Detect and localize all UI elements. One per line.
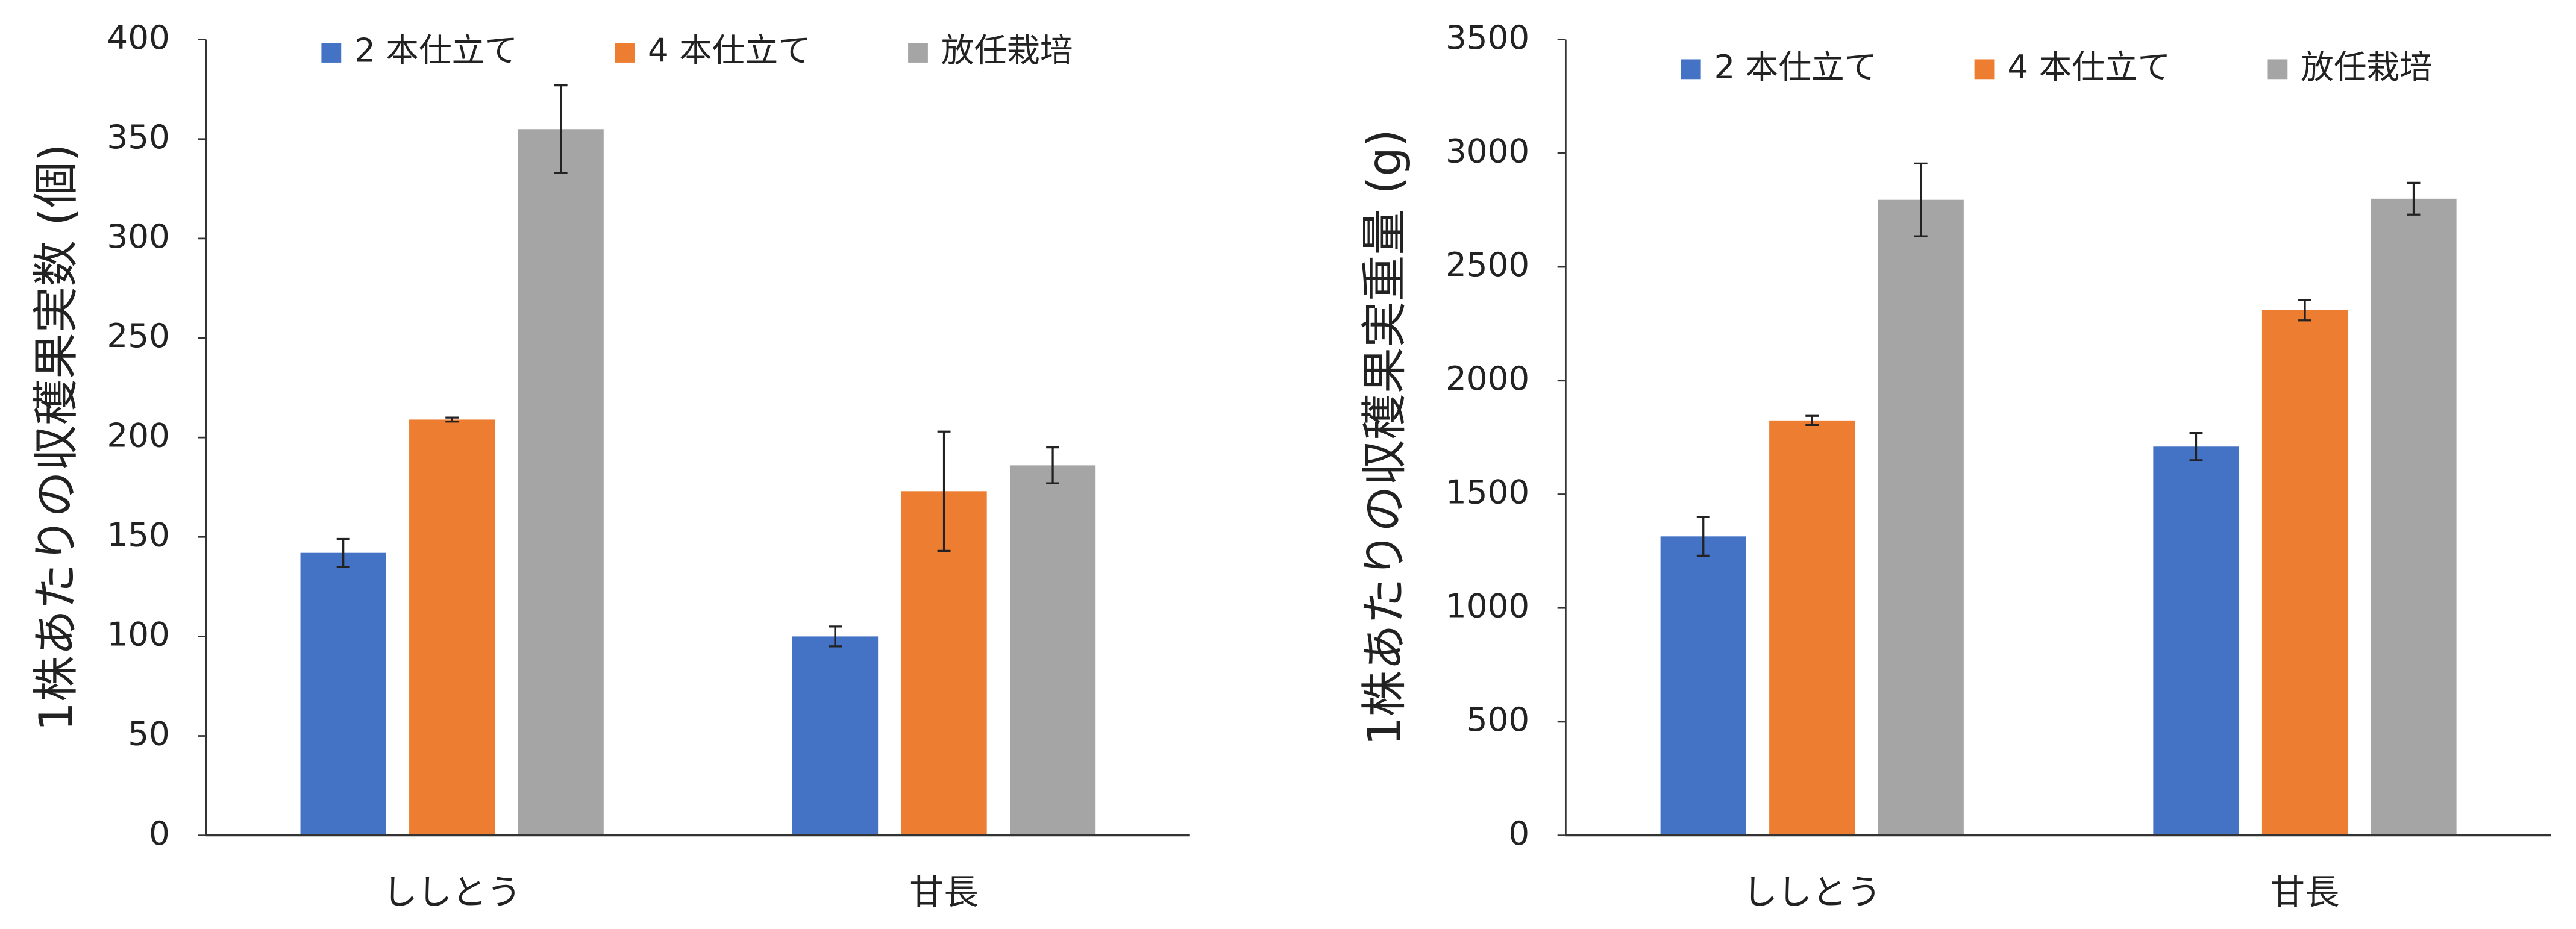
y-tick-label: 3000 xyxy=(1446,131,1529,170)
bar xyxy=(2371,198,2457,836)
chart: 1株あたりの収穫果実重量 (g) 0 500 1000 1500 2000 2500 3000… xyxy=(1358,18,2551,913)
error-bar xyxy=(2407,181,2421,216)
legend-swatch xyxy=(1681,59,1701,80)
x-tick-label: ししとう xyxy=(1743,872,1881,913)
y-axis-title: 1株あたりの収穫果実数 (個) xyxy=(30,144,84,731)
error-bar xyxy=(829,625,842,648)
legend-label: 2 本仕立て xyxy=(354,31,518,70)
y-tick-label: 500 xyxy=(1467,700,1529,739)
bar xyxy=(2153,446,2239,836)
bar xyxy=(300,552,386,836)
error-bar xyxy=(1696,516,1710,557)
bar xyxy=(2261,310,2348,836)
error-bar xyxy=(2298,299,2311,322)
y-tick-label: 0 xyxy=(149,814,170,852)
y-tick-label: 350 xyxy=(107,117,169,156)
legend-swatch xyxy=(908,43,928,63)
error-bar xyxy=(445,416,459,423)
legend-label: 4 本仕立て xyxy=(648,31,811,70)
y-tick-label: 2500 xyxy=(1446,245,1529,284)
y-tick-label: 400 xyxy=(107,18,169,57)
y-tick-label: 250 xyxy=(107,316,169,355)
legend-label: 4 本仕立て xyxy=(2007,48,2170,86)
legend-swatch xyxy=(1974,59,1995,80)
y-tick-label: 1000 xyxy=(1446,586,1529,625)
bar xyxy=(1660,536,1746,836)
chart: 1株あたりの収穫果実数 (個) 0 50 100 150 200 250 300 350 400 し… xyxy=(30,18,1190,913)
error-bar xyxy=(1914,162,1928,237)
error-bar xyxy=(336,537,350,568)
legend-label: 放任栽培 xyxy=(941,31,1073,70)
error-bar xyxy=(937,430,951,552)
bar xyxy=(1009,465,1096,836)
bar xyxy=(518,129,604,836)
legend-swatch xyxy=(615,43,635,63)
legend-swatch xyxy=(321,43,342,63)
error-bar xyxy=(554,84,568,174)
y-tick-label: 100 xyxy=(107,615,169,654)
y-tick-label: 300 xyxy=(107,217,169,255)
error-bar xyxy=(1805,414,1819,427)
x-tick-label: ししとう xyxy=(383,872,521,913)
x-tick-label: 甘長 xyxy=(2270,872,2340,913)
y-tick-label: 150 xyxy=(107,515,169,554)
y-axis-title: 1株あたりの収穫果実重量 (g) xyxy=(1358,129,1412,746)
error-bar xyxy=(2189,431,2203,461)
bar xyxy=(409,419,495,836)
legend-label: 放任栽培 xyxy=(2301,48,2433,86)
y-tick-label: 50 xyxy=(128,715,170,753)
bar xyxy=(1878,199,1964,836)
y-tick-label: 3500 xyxy=(1446,18,1529,57)
error-bar xyxy=(1046,446,1060,484)
bar xyxy=(792,636,879,836)
x-tick-label: 甘長 xyxy=(909,872,979,913)
bar xyxy=(1769,420,1855,836)
y-tick-label: 2000 xyxy=(1446,359,1529,398)
legend-swatch xyxy=(2267,59,2288,80)
y-tick-label: 1500 xyxy=(1446,473,1529,511)
y-tick-label: 0 xyxy=(1508,814,1529,852)
legend-label: 2 本仕立て xyxy=(1714,48,1878,86)
y-tick-label: 200 xyxy=(107,416,169,454)
